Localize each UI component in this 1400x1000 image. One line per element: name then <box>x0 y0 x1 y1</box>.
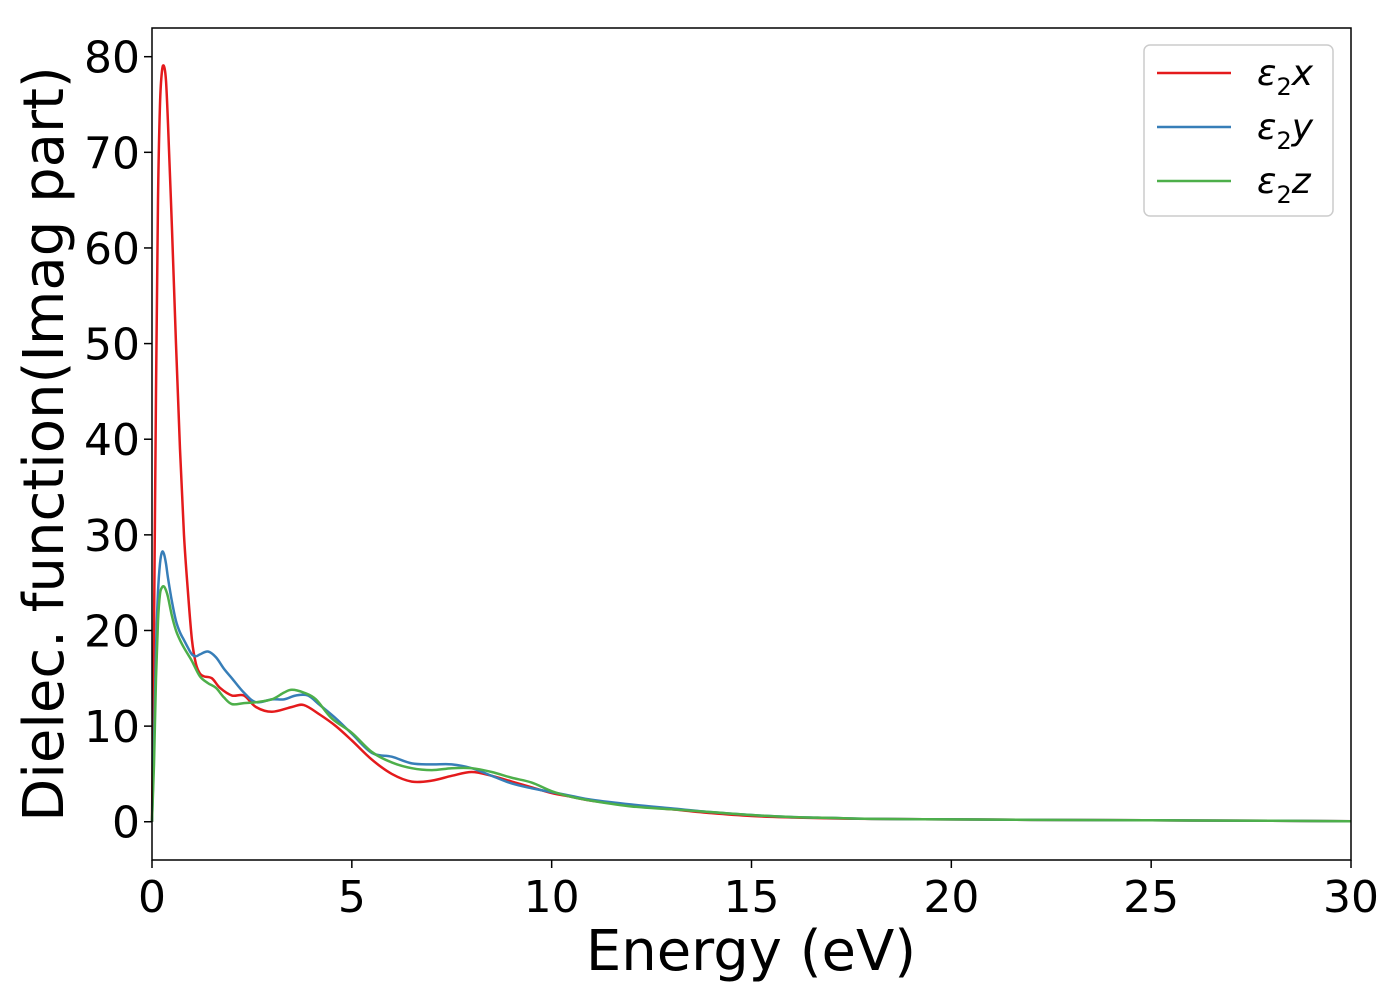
y-tick-label: 70 <box>84 128 140 179</box>
y-tick-label: 30 <box>84 511 140 562</box>
x-tick-label: 0 <box>138 872 166 923</box>
series-line-3 <box>150 584 1352 823</box>
legend-label: ε2y <box>1257 107 1314 155</box>
y-tick-label: 80 <box>84 33 140 84</box>
legend-label-base: ε <box>1257 107 1276 148</box>
y-tick-label: 20 <box>84 606 140 657</box>
y-tick-label: 50 <box>84 320 140 371</box>
series-line-2 <box>150 550 1352 823</box>
y-axis: 0 10 20 30 40 50 60 70 80 <box>84 33 152 849</box>
legend-label-var: y <box>1291 107 1314 148</box>
x-tick-label: 20 <box>923 872 979 923</box>
legend-label-var: z <box>1291 161 1312 202</box>
legend-label-sub: 2 <box>1276 127 1291 155</box>
legend-label-var: x <box>1291 53 1314 94</box>
x-tick-label: 5 <box>338 872 366 923</box>
x-tick-label: 10 <box>524 872 580 923</box>
y-tick-label: 40 <box>84 415 140 466</box>
x-axis: 0 5 10 15 20 25 30 <box>138 860 1379 923</box>
legend-label: ε2x <box>1257 53 1314 101</box>
x-tick-label: 30 <box>1323 872 1379 923</box>
legend-label: ε2z <box>1257 161 1312 209</box>
x-tick-label: 15 <box>724 872 780 923</box>
y-tick-label: 60 <box>84 224 140 275</box>
legend-box <box>1143 44 1334 217</box>
y-axis-label: Dielec. function(Imag part) <box>12 66 77 822</box>
y-tick-label: 10 <box>84 702 140 753</box>
legend-label-base: ε <box>1257 161 1276 202</box>
legend-label-sub: 2 <box>1276 73 1291 101</box>
legend-label-sub: 2 <box>1276 181 1291 209</box>
y-tick-label: 0 <box>112 798 140 849</box>
legend-label-base: ε <box>1257 53 1276 94</box>
x-axis-label: Energy (eV) <box>586 919 916 984</box>
x-tick-label: 25 <box>1123 872 1179 923</box>
series-layer <box>150 64 1352 823</box>
